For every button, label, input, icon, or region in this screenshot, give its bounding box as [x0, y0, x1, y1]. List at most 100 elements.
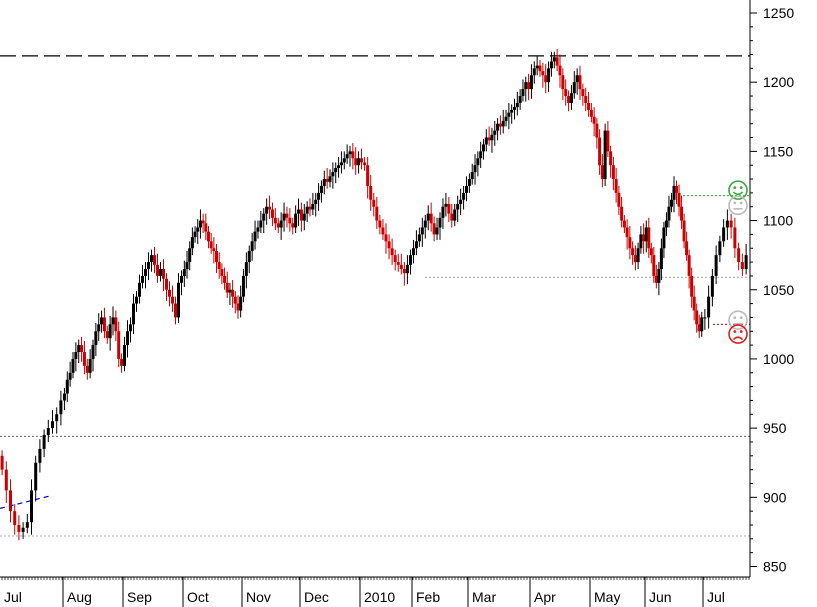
candle-body	[718, 241, 722, 256]
candle-body	[185, 262, 189, 269]
candle	[733, 217, 737, 258]
candle	[603, 123, 607, 186]
candle	[606, 120, 610, 157]
candle	[4, 461, 8, 503]
face-mouth	[732, 336, 744, 341]
candle	[417, 227, 421, 247]
candle-body	[34, 462, 38, 491]
candle-body	[162, 268, 165, 279]
face-outline	[728, 324, 748, 344]
candle	[82, 340, 86, 375]
candle-body	[572, 82, 576, 94]
candle	[675, 180, 679, 204]
candle	[342, 151, 346, 170]
candle-body	[236, 303, 240, 311]
candle	[628, 226, 632, 260]
candle-body	[291, 223, 295, 228]
candle-body	[659, 248, 663, 269]
candle	[241, 268, 245, 303]
candle-body	[549, 61, 553, 69]
candle-body	[642, 234, 646, 242]
candle-body	[600, 165, 604, 180]
candle-body	[363, 162, 367, 166]
candle	[685, 231, 689, 261]
candle	[59, 390, 63, 426]
candle-body	[273, 217, 277, 224]
candle-body	[231, 289, 235, 297]
candle	[279, 212, 283, 240]
candle-body	[725, 220, 729, 228]
candle	[737, 242, 741, 271]
happy-face-icon	[728, 180, 748, 200]
candle	[319, 180, 323, 203]
candle	[159, 262, 162, 282]
candle	[129, 317, 132, 343]
y-tick-label: 850	[763, 559, 787, 575]
candle	[467, 173, 471, 193]
candle	[68, 361, 72, 387]
candle-body	[504, 116, 508, 121]
candle-body	[620, 206, 624, 221]
candle	[65, 371, 69, 402]
candle-body	[51, 421, 54, 429]
candle-body	[174, 303, 177, 318]
candle	[700, 311, 704, 337]
candle	[71, 352, 75, 379]
candle	[498, 115, 502, 135]
candle	[744, 244, 748, 275]
candle	[114, 310, 118, 341]
candle-body	[354, 158, 358, 166]
candle	[94, 322, 98, 357]
candle-body	[247, 251, 251, 263]
candle	[538, 60, 542, 77]
x-tick-label: Nov	[246, 589, 271, 605]
candle-body	[360, 158, 364, 163]
candle-body	[311, 203, 315, 210]
candle	[470, 163, 474, 185]
candle-body	[564, 89, 568, 97]
candle	[662, 221, 666, 258]
candle	[473, 154, 477, 185]
candle	[80, 336, 84, 362]
candle	[725, 209, 729, 240]
candle	[144, 262, 147, 289]
candle	[647, 217, 651, 258]
candle-body	[685, 241, 689, 256]
candle-body	[453, 209, 457, 221]
candle	[132, 293, 135, 335]
candle-body	[644, 227, 648, 242]
candle-body	[606, 130, 610, 152]
candle	[188, 241, 192, 271]
candle-body	[476, 158, 480, 166]
candle	[357, 151, 361, 174]
candle	[354, 147, 358, 175]
candle-body	[250, 241, 254, 252]
candle-body	[305, 206, 309, 214]
candle	[561, 68, 565, 101]
candle	[429, 202, 433, 232]
candle	[317, 183, 321, 211]
candle-body	[513, 107, 516, 110]
candle-body	[147, 262, 150, 269]
candle	[100, 310, 104, 333]
candle-body	[270, 209, 274, 218]
candle-body	[532, 68, 536, 76]
candle-body	[664, 220, 668, 228]
candle	[337, 156, 341, 178]
candle-body	[667, 206, 671, 221]
candle	[198, 209, 202, 239]
candle-body	[59, 400, 63, 415]
y-tick-label: 950	[763, 420, 787, 436]
candle-body	[703, 317, 707, 319]
face-eye-right	[739, 201, 743, 205]
candle-body	[744, 255, 748, 269]
candle	[682, 213, 686, 249]
candle-body	[339, 162, 343, 166]
candle-body	[228, 289, 232, 293]
candle-body	[558, 65, 562, 76]
candle-body	[351, 151, 355, 159]
candle	[273, 208, 277, 231]
candle-body	[239, 296, 243, 311]
candle-body	[521, 89, 525, 97]
